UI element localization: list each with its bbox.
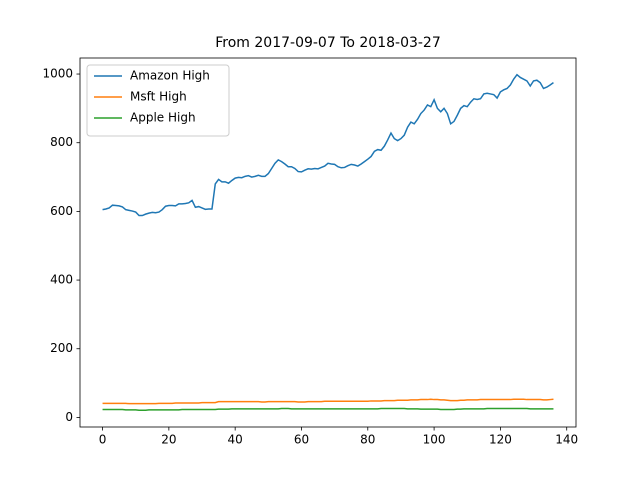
legend-label: Msft High <box>130 90 187 104</box>
y-tick-label: 600 <box>50 204 73 218</box>
line <box>102 407 554 411</box>
x-tick-label: 40 <box>228 433 243 447</box>
legend-box <box>86 64 230 137</box>
x-tick-label: 0 <box>99 433 107 447</box>
x-tick-label: 20 <box>161 433 176 447</box>
y-tick-label: 0 <box>65 410 73 424</box>
plot-frame <box>79 57 577 428</box>
y-tick-label: 200 <box>50 341 73 355</box>
legend-label: Apple High <box>130 111 196 125</box>
chart-title: From 2017-09-07 To 2018-03-27 <box>215 35 441 51</box>
x-tick-label: 100 <box>423 433 446 447</box>
line <box>102 398 554 405</box>
x-tick-label: 80 <box>360 433 375 447</box>
legend-label: Amazon High <box>130 69 210 83</box>
line <box>102 73 554 217</box>
y-tick-label: 800 <box>50 135 73 149</box>
x-tick-label: 120 <box>489 433 512 447</box>
x-tick-label: 60 <box>294 433 309 447</box>
x-tick-label: 140 <box>555 433 578 447</box>
y-tick-label: 1000 <box>42 67 73 81</box>
y-tick-label: 400 <box>50 273 73 287</box>
